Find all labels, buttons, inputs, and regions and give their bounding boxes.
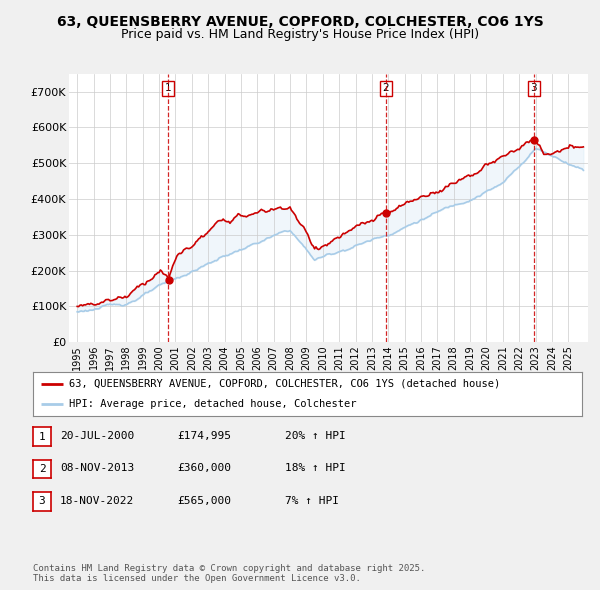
Text: 08-NOV-2013: 08-NOV-2013: [60, 464, 134, 473]
Text: 2: 2: [38, 464, 46, 474]
Text: 18-NOV-2022: 18-NOV-2022: [60, 496, 134, 506]
Text: £174,995: £174,995: [177, 431, 231, 441]
Text: 1: 1: [38, 432, 46, 441]
Text: £565,000: £565,000: [177, 496, 231, 506]
Text: HPI: Average price, detached house, Colchester: HPI: Average price, detached house, Colc…: [68, 399, 356, 409]
Text: 3: 3: [38, 497, 46, 506]
Text: 18% ↑ HPI: 18% ↑ HPI: [285, 464, 346, 473]
Text: 7% ↑ HPI: 7% ↑ HPI: [285, 496, 339, 506]
Text: 20-JUL-2000: 20-JUL-2000: [60, 431, 134, 441]
Text: 1: 1: [165, 83, 172, 93]
Text: Contains HM Land Registry data © Crown copyright and database right 2025.
This d: Contains HM Land Registry data © Crown c…: [33, 563, 425, 583]
Text: 3: 3: [530, 83, 537, 93]
Text: 2: 2: [382, 83, 389, 93]
Text: Price paid vs. HM Land Registry's House Price Index (HPI): Price paid vs. HM Land Registry's House …: [121, 28, 479, 41]
Text: 63, QUEENSBERRY AVENUE, COPFORD, COLCHESTER, CO6 1YS (detached house): 63, QUEENSBERRY AVENUE, COPFORD, COLCHES…: [68, 379, 500, 389]
Text: 20% ↑ HPI: 20% ↑ HPI: [285, 431, 346, 441]
Text: £360,000: £360,000: [177, 464, 231, 473]
Text: 63, QUEENSBERRY AVENUE, COPFORD, COLCHESTER, CO6 1YS: 63, QUEENSBERRY AVENUE, COPFORD, COLCHES…: [56, 15, 544, 29]
